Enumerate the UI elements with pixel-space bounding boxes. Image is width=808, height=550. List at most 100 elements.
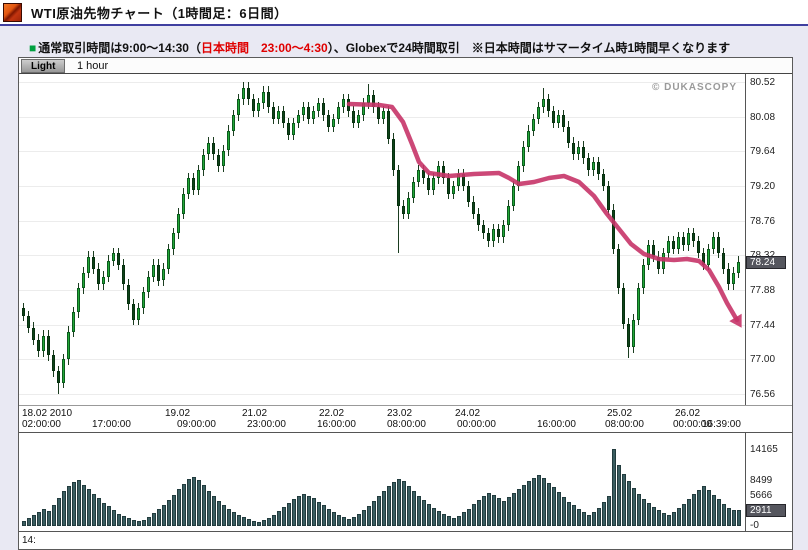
- candle-body: [87, 256, 90, 273]
- volume-bar: [32, 514, 36, 526]
- volume-bar: [307, 495, 311, 526]
- chart-widget: Light 1 hour © DUKASCOPY 80.52 80.08 79.64…: [18, 57, 793, 550]
- volume-bar: [317, 501, 321, 526]
- candle-body: [92, 256, 95, 269]
- volume-bar: [172, 494, 176, 526]
- volume-bar: [162, 504, 166, 526]
- volume-bar: [517, 489, 521, 526]
- theme-tab-light[interactable]: Light: [21, 59, 66, 73]
- candle-body: [257, 103, 260, 112]
- candle-body: [347, 99, 350, 112]
- x-time-label: 09:00:00: [177, 419, 216, 430]
- candle-body: [607, 186, 610, 210]
- partial-time-label: 14:: [22, 535, 36, 546]
- volume-bar: [227, 509, 231, 526]
- volume-bar: [167, 499, 171, 526]
- candle-body: [692, 233, 695, 242]
- candle-body: [57, 371, 60, 383]
- candle-body: [487, 233, 490, 242]
- candle-body: [27, 316, 30, 328]
- candle-body: [252, 99, 255, 112]
- price-chart-plot[interactable]: © DUKASCOPY: [19, 74, 746, 405]
- volume-bar: [232, 512, 236, 526]
- candle-body: [507, 205, 510, 226]
- candle-body: [72, 312, 75, 332]
- candle-body: [647, 245, 650, 265]
- candle-body: [737, 261, 740, 273]
- candle-body: [82, 272, 85, 289]
- volume-bar: [447, 516, 451, 526]
- candle-body: [52, 355, 55, 372]
- volume-bar: [202, 485, 206, 526]
- candle-body: [472, 201, 475, 214]
- volume-bar: [367, 505, 371, 526]
- volume-tick-label: 5666: [750, 490, 773, 502]
- candle-body: [597, 162, 600, 175]
- current-price-badge: 78.24: [746, 255, 786, 269]
- volume-bar: [677, 508, 681, 526]
- volume-bar: [152, 513, 156, 526]
- volume-plot[interactable]: [19, 433, 746, 531]
- volume-bar: [692, 493, 696, 526]
- h-gridline: [19, 82, 745, 83]
- volume-bar: [417, 495, 421, 526]
- candle-body: [147, 276, 150, 293]
- candle-body: [337, 107, 340, 119]
- volume-bar: [82, 484, 86, 526]
- site-logo-icon: [3, 2, 22, 22]
- candle-body: [362, 103, 365, 116]
- candle-body: [427, 178, 430, 190]
- candle-body: [577, 146, 580, 155]
- volume-bar: [257, 521, 261, 526]
- volume-row: 14165 8499 5666 -0 2911: [19, 432, 792, 531]
- candle-body: [477, 213, 480, 226]
- volume-bar: [672, 511, 676, 526]
- candle-body: [327, 115, 330, 127]
- volume-bar: [47, 510, 51, 526]
- candle-body: [37, 339, 40, 352]
- volume-bar: [527, 480, 531, 526]
- volume-bar: [132, 520, 136, 526]
- volume-bar: [637, 493, 641, 526]
- volume-bar: [702, 485, 706, 526]
- volume-bar: [27, 518, 31, 526]
- volume-axis: 14165 8499 5666 -0 2911: [746, 433, 791, 531]
- candle-body: [622, 288, 625, 324]
- candle-body: [322, 103, 325, 116]
- volume-bar: [382, 491, 386, 526]
- volume-bar: [72, 482, 76, 526]
- volume-bar: [587, 515, 591, 526]
- candle-body: [22, 308, 25, 316]
- candle-body: [132, 304, 135, 320]
- candle-body: [492, 229, 495, 242]
- volume-bar: [582, 512, 586, 526]
- candle-body: [422, 170, 425, 179]
- candle-body: [112, 253, 115, 261]
- volume-bar: [392, 482, 396, 526]
- candle-body: [267, 91, 270, 108]
- candle-body: [212, 142, 215, 155]
- x-date-label: 23.02: [387, 408, 413, 419]
- candle-body: [567, 126, 570, 143]
- volume-bar: [507, 497, 511, 526]
- candle-body: [602, 174, 605, 186]
- volume-bar: [577, 509, 581, 526]
- price-axis: 80.5280.0879.6479.2078.7678.3277.8877.44…: [746, 74, 791, 405]
- price-tick-label: 77.44: [750, 319, 776, 331]
- candle-body: [97, 268, 100, 285]
- candle-body: [417, 170, 420, 182]
- volume-tick-label: 8499: [750, 474, 773, 486]
- volume-bar: [687, 498, 691, 526]
- candle-body: [177, 213, 180, 234]
- candle-body: [262, 91, 265, 104]
- volume-bar: [102, 502, 106, 526]
- candle-body: [707, 249, 710, 265]
- x-date-label: 26.02: [675, 408, 701, 419]
- volume-bar: [362, 510, 366, 526]
- volume-bar: [437, 511, 441, 526]
- volume-bar: [122, 516, 126, 526]
- candle-body: [672, 241, 675, 250]
- volume-bar: [617, 465, 621, 526]
- candle-body: [667, 241, 670, 253]
- volume-bar: [452, 517, 456, 526]
